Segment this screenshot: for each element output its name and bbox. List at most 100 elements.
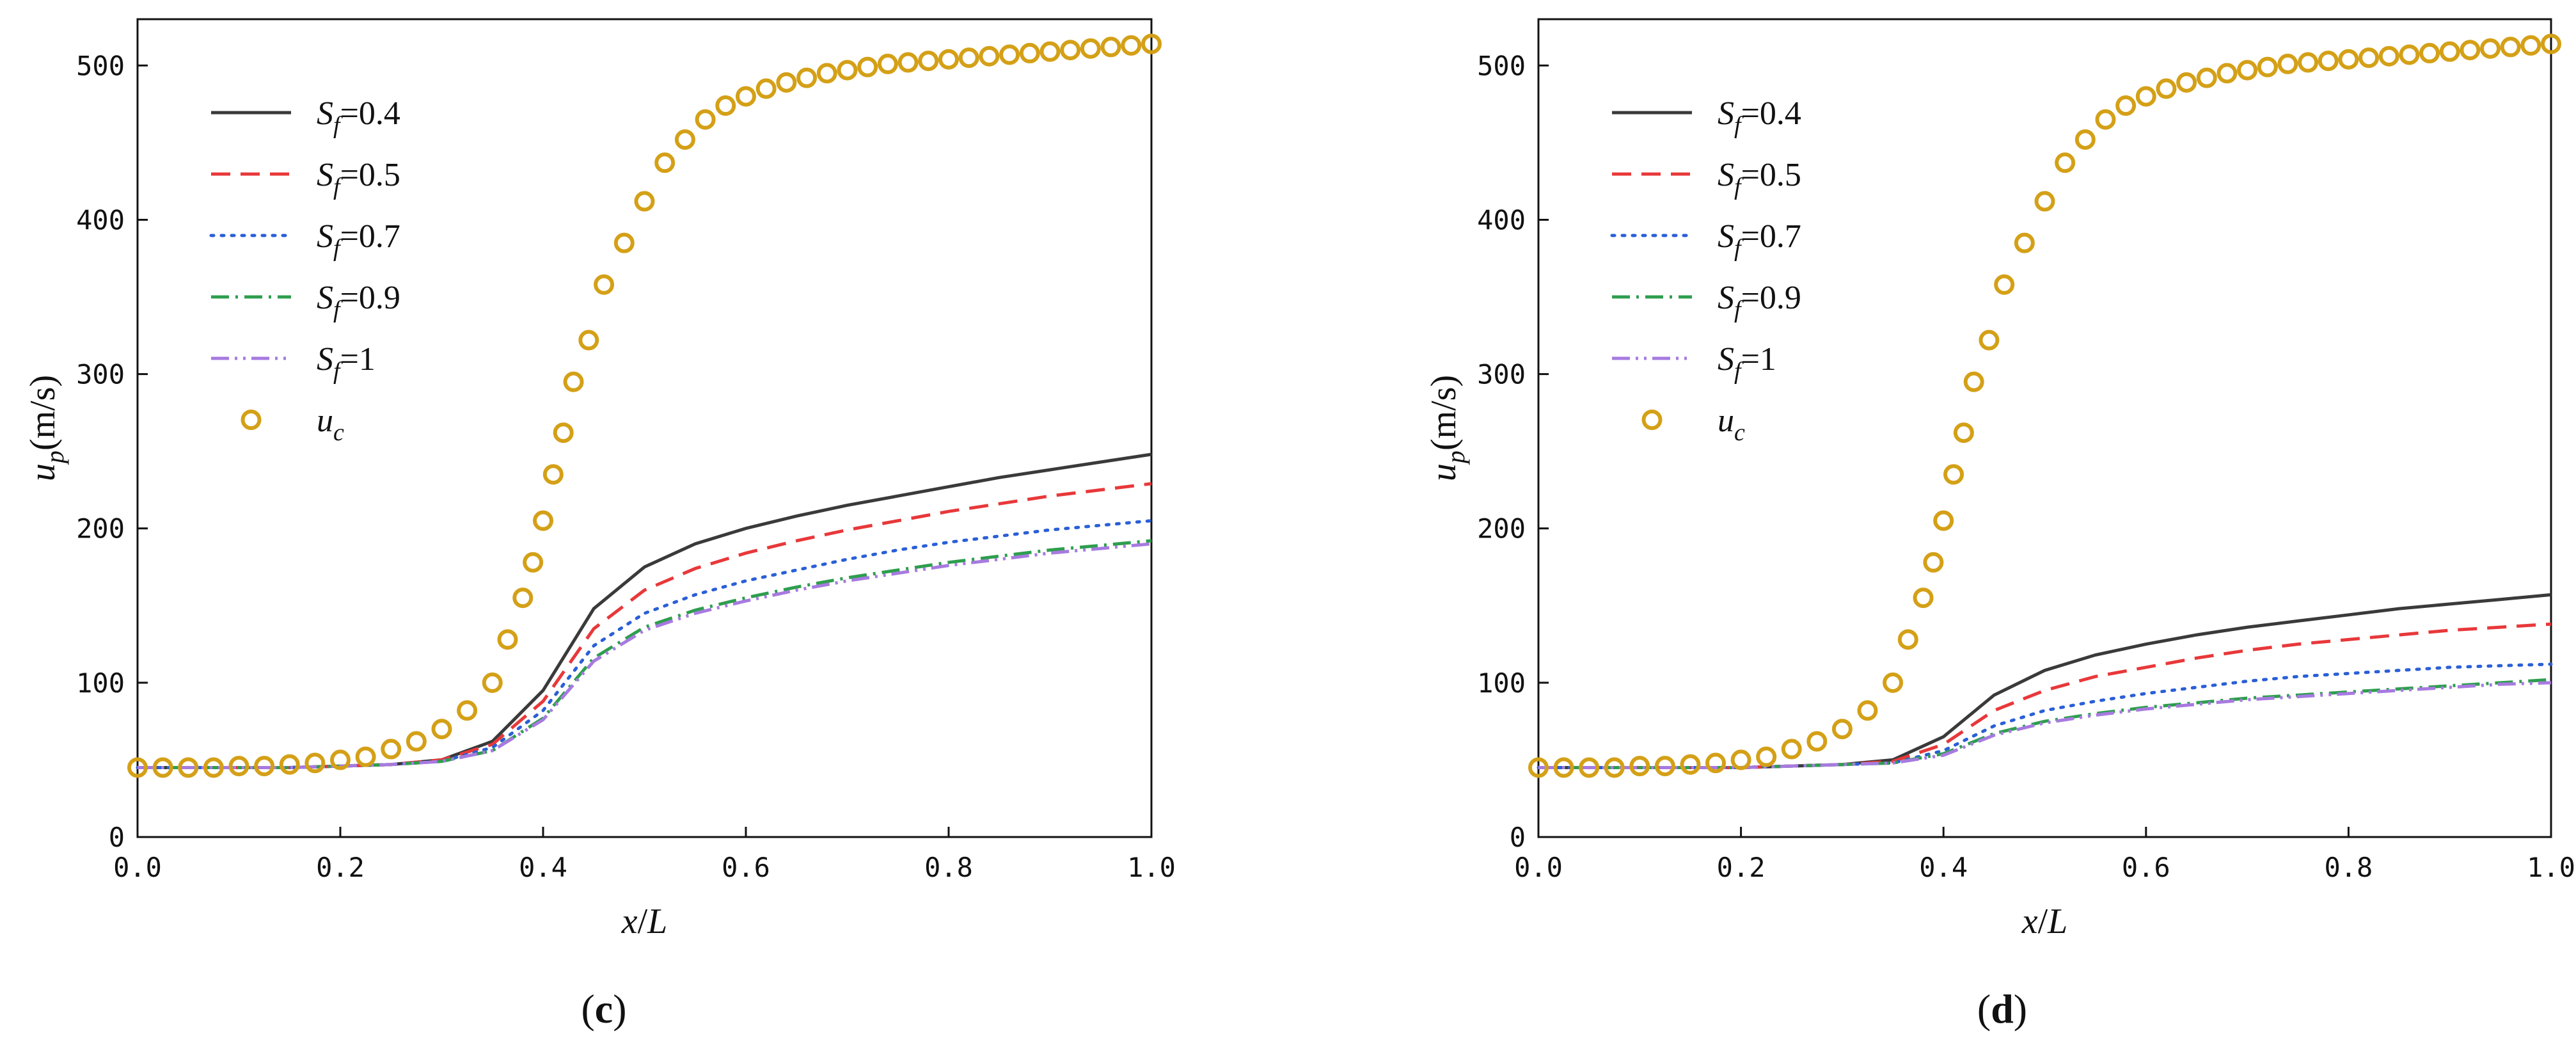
legend-eq: = [1741,218,1760,255]
legend-value: 0.5 [359,157,400,193]
uc-marker [1756,746,1777,767]
uc-marker [1553,757,1574,778]
chart-panel-d: 0.0 0.2 0.4 0.6 0.8 1.00100200300400500x/Lup(… [1424,18,2575,1032]
uc-marker [1080,38,1101,59]
uc-marker [695,109,716,130]
legend: Sf=0.4 Sf=0.5 Sf=0.7 Sf=0.9 Sf=1 uc [209,95,400,446]
y-tick-label: 100 [1477,667,1526,699]
y-tick-label: 300 [76,359,125,390]
uc-marker [2541,33,2561,54]
uc-marker [2034,191,2055,212]
uc-marker [203,757,224,778]
plot-frame [136,18,1153,838]
plot-frame [1537,18,2552,838]
uc-marker [1994,274,2015,295]
legend-value: 0.9 [1760,280,1801,316]
uc-marker [1953,422,1974,443]
y-tick-label: 200 [76,513,125,545]
uc-marker [406,731,427,752]
uc-marker [381,738,402,760]
legend-label-uc: uc [317,403,344,446]
uc-marker [2439,41,2460,62]
legend-eq: = [1741,280,1760,316]
uc-marker [2318,51,2339,72]
uc-marker [2237,60,2258,81]
uc-marker [654,152,676,173]
y-axis-label-var: u [1424,463,1464,481]
y-tick-label: 200 [1477,513,1526,545]
legend-value: 0.9 [359,280,400,316]
uc-marker [497,629,518,650]
uc-marker [1831,719,1853,740]
uc-marker [553,422,574,443]
legend-label-uc: uc [1718,403,1745,446]
legend-sym: S [1718,280,1734,316]
uc-marker [999,44,1020,65]
x-axis-label-sep: / [638,902,648,941]
legend-value: 1 [1760,341,1776,378]
legend-label: Sf=1 [317,341,375,385]
uc-marker [523,552,544,573]
legend-eq: = [340,95,359,132]
legend-value: 0.4 [1760,95,1801,132]
y-tick-label: 0 [1510,822,1526,853]
x-tick-label: 0.8 [2324,852,2373,883]
legend-eq: = [1741,95,1760,132]
x-tick-label: 0.8 [924,852,973,883]
y-tick-label: 400 [76,204,125,235]
y-axis-label: up(m/s) [23,375,69,481]
chart-panel-c: 0.0 0.2 0.4 0.6 0.8 1.00100200300400500x/Lup(… [23,18,1176,1032]
uc-marker [533,510,553,531]
uc-marker [2378,45,2399,67]
legend-value: 1 [359,341,375,378]
legend-sub: c [1734,419,1745,446]
y-tick-label: 0 [109,822,125,853]
uc-marker [1933,510,1954,531]
uc-marker [979,45,1000,67]
legend-label: Sf=0.5 [317,157,400,200]
y-axis-label-unit: (m/s) [1424,375,1464,451]
uc-marker [152,757,173,778]
y-tick-label: 100 [76,667,125,699]
uc-marker [594,274,615,295]
y-tick-label: 300 [1477,359,1526,390]
legend-sym: S [317,341,333,378]
x-axis-label-var: x [621,902,638,941]
uc-marker [938,49,959,70]
legend-sym: S [317,157,333,193]
x-tick-label: 0.2 [316,852,365,883]
legend-sym: S [1718,341,1734,378]
uc-marker [1923,552,1944,573]
uc-marker [542,464,564,485]
uc-marker [816,63,837,84]
legend-sym: S [1718,218,1734,255]
uc-marker [2095,109,2116,130]
x-axis-label-div: L [647,902,667,941]
uc-marker [512,587,533,609]
uc-marker [1897,629,1918,650]
uc-marker [127,757,148,778]
y-axis-label-unit: (m/s) [23,375,63,451]
uc-marker [1039,41,1061,62]
x-axis-label-var: x [2021,902,2038,941]
series-line-sf-0-5 [138,482,1152,769]
legend-marker [241,410,262,430]
uc-marker [2480,38,2501,59]
uc-marker [857,56,878,77]
uc-marker [563,371,584,392]
uc-marker [2359,47,2380,68]
uc-marker [2460,40,2481,61]
x-axis-label: x/L [2021,902,2068,941]
x-tick-label: 1.0 [1127,852,1176,883]
uc-marker [2014,232,2035,253]
uc-marker [634,191,655,212]
legend-eq: = [340,218,359,255]
uc-marker [613,232,635,253]
uc-marker [2176,72,2197,93]
uc-marker [2135,86,2156,107]
x-tick-label: 0.6 [2122,852,2170,883]
legend-eq: = [1741,157,1760,193]
uc-marker [2500,36,2521,58]
uc-marker [1604,757,1625,778]
